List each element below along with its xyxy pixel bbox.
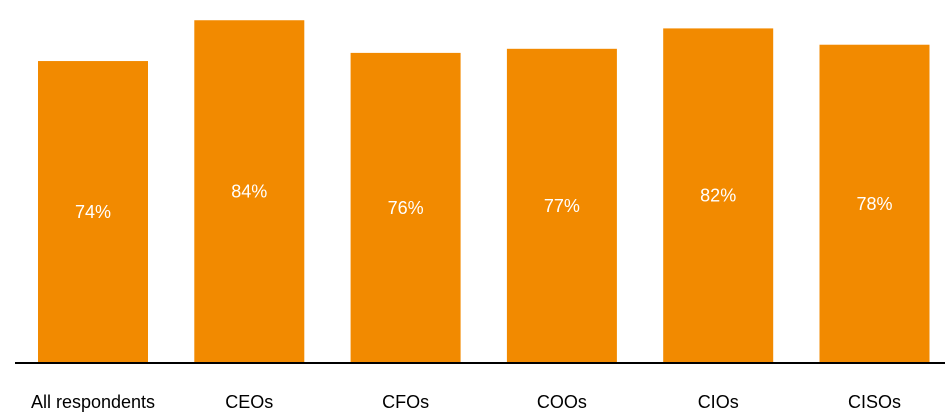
bar-cisos [819, 44, 930, 364]
bars-group [38, 20, 930, 364]
bar-value-label: 74% [75, 202, 111, 222]
x-tick-label: CFOs [382, 392, 429, 412]
bar-value-label: 76% [388, 198, 424, 218]
x-tick-label: CEOs [225, 392, 273, 412]
bar-all-respondents [38, 61, 148, 363]
x-tick-label: COOs [537, 392, 587, 412]
bar-value-label: 84% [231, 182, 267, 202]
x-axis-tick-labels: All respondents CEOs CFOs COOs CIOs CISOs [31, 392, 901, 412]
x-tick-label: All respondents [31, 392, 155, 412]
bar-cios [663, 28, 774, 364]
bar-ceos [194, 20, 305, 363]
bar-value-label: 82% [700, 186, 736, 206]
bar-value-label: 77% [544, 196, 580, 216]
bar-cfos [350, 52, 461, 363]
x-tick-label: CIOs [698, 392, 739, 412]
bar-coos [506, 48, 617, 363]
x-tick-label: CISOs [848, 392, 901, 412]
bar-value-label: 78% [856, 194, 892, 214]
bar-value-labels: 74% 84% 76% 77% 82% 78% [75, 182, 893, 222]
